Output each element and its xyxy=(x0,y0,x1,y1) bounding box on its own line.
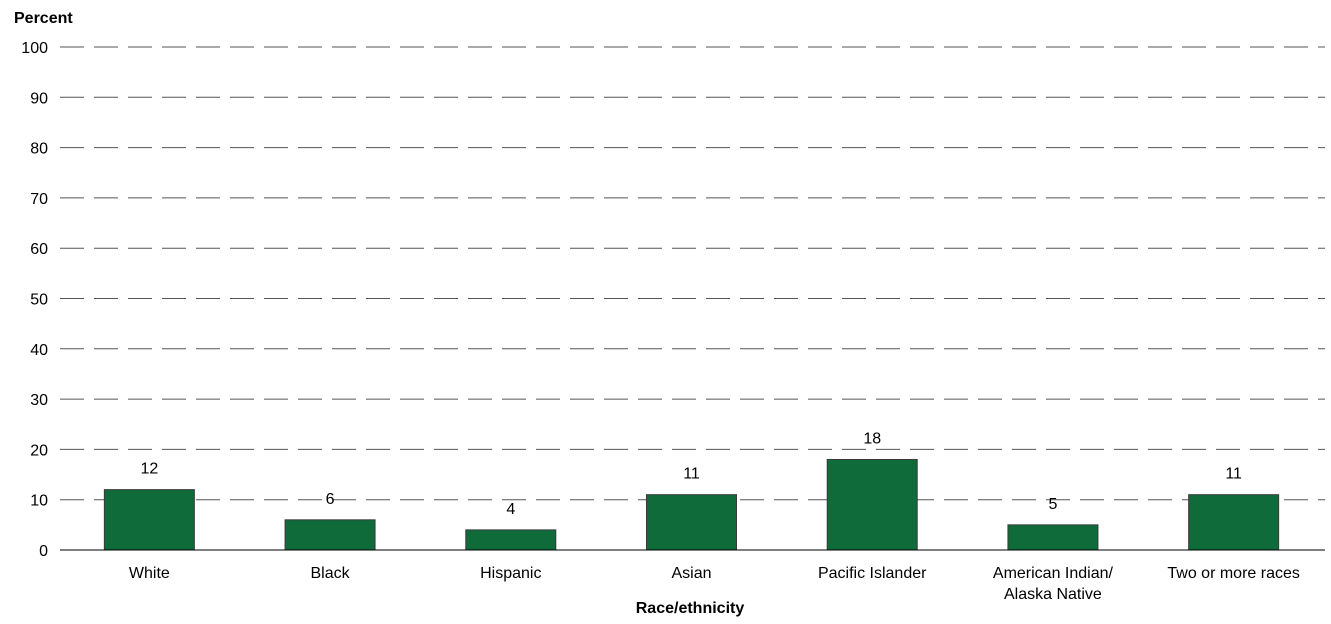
x-axis-title: Race/ethnicity xyxy=(636,600,745,617)
data-label: 6 xyxy=(326,491,335,508)
bar xyxy=(465,529,557,551)
y-tick-label: 0 xyxy=(39,543,48,560)
category-label: American Indian/ xyxy=(993,565,1114,582)
y-tick-label: 80 xyxy=(30,141,48,158)
data-label: 11 xyxy=(1225,466,1242,483)
y-tick-label: 60 xyxy=(30,241,48,258)
y-axis-title: Percent xyxy=(14,10,73,27)
data-label: 11 xyxy=(683,466,700,483)
y-tick-label: 100 xyxy=(21,40,48,57)
bars xyxy=(103,458,1280,551)
bar xyxy=(103,489,195,551)
category-label: Hispanic xyxy=(480,565,541,582)
category-label: Alaska Native xyxy=(1004,586,1102,603)
data-label: 5 xyxy=(1048,496,1057,513)
y-tick-label: 10 xyxy=(30,493,48,510)
category-label: Pacific Islander xyxy=(818,565,927,582)
data-label: 18 xyxy=(863,430,881,447)
category-label: Black xyxy=(311,565,351,582)
category-label: Two or more races xyxy=(1167,565,1299,582)
bar xyxy=(646,494,737,551)
category-labels: White Black Hispanic Asian Pacific Islander A… xyxy=(129,565,1300,603)
bar xyxy=(1188,494,1280,551)
y-tick-label: 70 xyxy=(30,191,48,208)
category-label: Asian xyxy=(671,565,711,582)
data-label: 12 xyxy=(140,461,158,478)
bar xyxy=(826,458,918,551)
y-tick-label: 40 xyxy=(30,342,48,359)
y-tick-labels: 0 10 20 30 40 50 60 70 80 90 100 xyxy=(21,40,48,560)
y-tick-label: 50 xyxy=(30,292,48,309)
y-tick-label: 30 xyxy=(30,392,48,409)
gridlines xyxy=(60,46,1325,501)
data-labels: 12 6 4 11 18 5 11 xyxy=(140,430,1242,517)
data-label: 4 xyxy=(506,501,515,518)
y-tick-label: 20 xyxy=(30,442,48,459)
category-label: White xyxy=(129,565,170,582)
bar xyxy=(284,519,376,551)
y-tick-label: 90 xyxy=(30,90,48,107)
bar xyxy=(1007,524,1099,551)
